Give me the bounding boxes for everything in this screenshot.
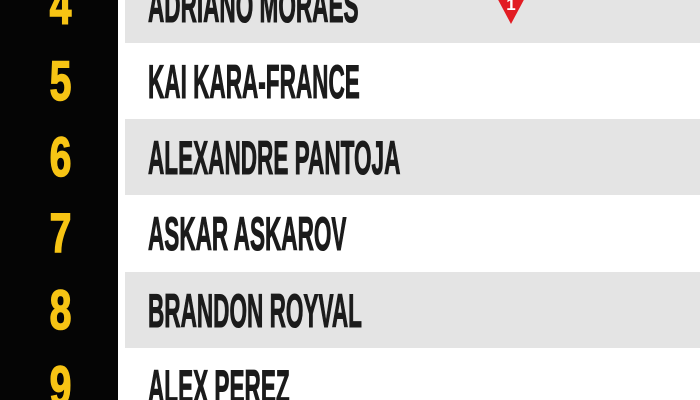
ranking-row: BRANDON ROYVAL [125,272,700,348]
fighter-name: ASKAR ASKAROV [148,206,347,260]
rank-number: 7 [50,201,73,264]
fighter-name: BRANDON ROYVAL [148,283,362,337]
ranking-row: ALEXANDRE PANTOJA [125,119,700,195]
rank-number: 4 [50,0,73,36]
ranking-row: KAI KARA-FRANCE [125,43,700,119]
ranking-row: ADRIANO MORAES 1 [125,0,700,43]
rank-number: 8 [50,278,73,341]
down-triangle [498,0,524,24]
rank-number-bar: 4 5 6 7 8 9 [0,0,118,400]
ranking-row: ALEX PEREZ [125,348,700,400]
rank-number: 5 [50,49,73,112]
ranking-row: ASKAR ASKAROV [125,195,700,271]
fighter-name: KAI KARA-FRANCE [148,54,360,108]
fighter-name: ALEXANDRE PANTOJA [148,130,401,184]
rank-change-amount: 1 [506,0,515,14]
rank-number: 9 [50,354,73,400]
fighter-name: ADRIANO MORAES [148,0,359,32]
rank-down-icon: 1 [498,0,524,24]
rank-number: 6 [50,125,73,188]
fighter-name: ALEX PEREZ [148,359,290,400]
